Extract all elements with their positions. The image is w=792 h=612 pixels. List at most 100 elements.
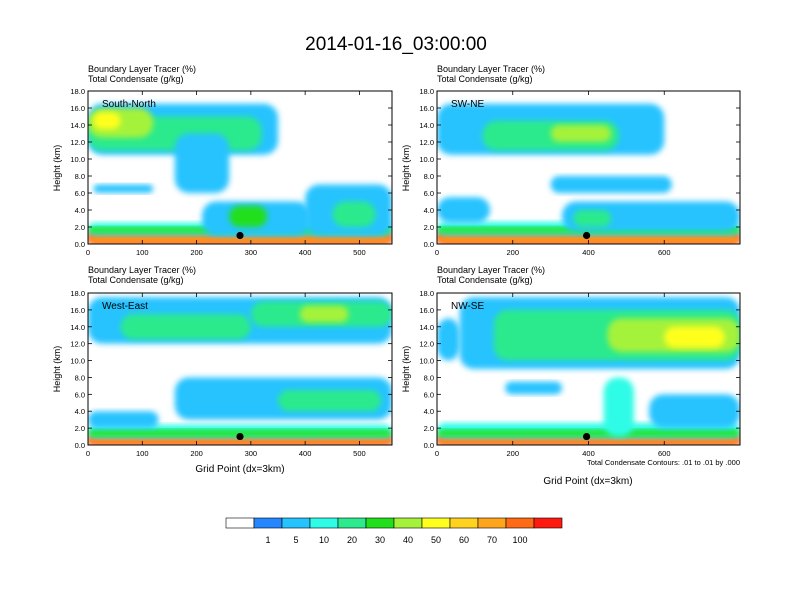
y-tick-label: 0.0 bbox=[75, 441, 85, 450]
tracer-region bbox=[505, 381, 562, 395]
tracer-region bbox=[299, 305, 349, 323]
panel-label: NW-SE bbox=[451, 301, 484, 312]
colorbar-swatch bbox=[505, 517, 535, 529]
y-tick-label: 4.0 bbox=[75, 206, 85, 215]
colorbar-label: 50 bbox=[431, 535, 441, 545]
y-tick-label: 8.0 bbox=[75, 373, 85, 382]
panel-label: SW-NE bbox=[451, 99, 484, 110]
colorbar-label: 70 bbox=[487, 535, 497, 545]
figure-title: 2014-01-16_03:00:00 bbox=[305, 34, 487, 55]
tracer-region bbox=[229, 205, 268, 227]
panel-label: West-East bbox=[102, 301, 148, 312]
tracer-region bbox=[437, 429, 740, 437]
y-tick-label: 12.0 bbox=[70, 138, 85, 147]
tracer-region bbox=[573, 210, 612, 227]
y-tick-label: 6.0 bbox=[75, 390, 85, 399]
y-tick-label: 2.0 bbox=[75, 424, 85, 433]
x-tick-label: 300 bbox=[245, 248, 258, 257]
y-tick-label: 10.0 bbox=[419, 357, 434, 366]
panel-header-line1: Boundary Layer Tracer (%) bbox=[437, 265, 545, 275]
x-tick-label: 200 bbox=[190, 248, 203, 257]
plot-area: NW-SE 0.0 2.0 4.0 6.0 8.0 10.0 12.0 14.0 16.0 18.0… bbox=[419, 289, 741, 458]
y-tick-label: 12.0 bbox=[419, 340, 434, 349]
y-tick-label: 4.0 bbox=[424, 206, 434, 215]
y-tick-label: 4.0 bbox=[424, 407, 434, 416]
tracer-region bbox=[120, 314, 251, 340]
x-tick-label: 400 bbox=[582, 248, 595, 257]
y-tick-label: 18.0 bbox=[419, 289, 434, 298]
y-tick-label: 10.0 bbox=[70, 155, 85, 164]
tracer-region bbox=[437, 318, 460, 361]
x-tick-label: 400 bbox=[299, 449, 312, 458]
panel-header-line1: Boundary Layer Tracer (%) bbox=[437, 64, 545, 74]
y-tick-label: 18.0 bbox=[419, 87, 434, 96]
y-tick-label: 0.0 bbox=[424, 441, 434, 450]
panel-west-east: Boundary Layer Tracer (%) Total Condensa… bbox=[52, 265, 393, 475]
plot-area: SW-NE 0.0 2.0 4.0 6.0 8.0 10.0 12.0 14.0 16.0 18.0… bbox=[419, 87, 741, 257]
plot-frame bbox=[87, 90, 393, 245]
panel-header-line2: Total Condensate (g/kg) bbox=[437, 275, 533, 285]
y-tick-label: 2.0 bbox=[75, 223, 85, 232]
tracer-region bbox=[88, 411, 159, 429]
location-marker bbox=[236, 231, 244, 240]
x-tick-label: 400 bbox=[299, 248, 312, 257]
tracer-field bbox=[88, 103, 392, 244]
y-axis-label: Height (km) bbox=[401, 346, 411, 393]
y-tick-label: 6.0 bbox=[424, 189, 434, 198]
colorbar-swatch bbox=[337, 517, 367, 529]
colorbar-swatch bbox=[477, 517, 507, 529]
y-tick-label: 0.0 bbox=[424, 240, 434, 249]
x-tick-label: 600 bbox=[658, 449, 671, 458]
colorbar-swatch bbox=[225, 517, 255, 529]
y-tick-label: 8.0 bbox=[75, 172, 85, 181]
panel-label: South-North bbox=[102, 99, 156, 110]
y-tick-label: 0.0 bbox=[75, 240, 85, 249]
x-tick-label: 200 bbox=[506, 449, 519, 458]
tracer-region bbox=[664, 326, 725, 348]
colorbar-label: 10 bbox=[319, 535, 329, 545]
location-marker bbox=[236, 432, 244, 441]
y-tick-label: 8.0 bbox=[424, 373, 434, 382]
panel-header-line2: Total Condensate (g/kg) bbox=[88, 275, 184, 285]
x-tick-label: 0 bbox=[86, 248, 90, 257]
y-tick-label: 10.0 bbox=[70, 357, 85, 366]
colorbar-label: 1 bbox=[265, 535, 270, 545]
colorbar-label: 5 bbox=[293, 535, 298, 545]
x-tick-label: 0 bbox=[435, 449, 439, 458]
contour-note: Total Condensate Contours: .01 to .01 by… bbox=[587, 458, 740, 467]
location-marker bbox=[583, 432, 591, 441]
y-tick-label: 16.0 bbox=[419, 306, 434, 315]
colorbar-label: 60 bbox=[459, 535, 469, 545]
tracer-region bbox=[550, 125, 612, 142]
x-tick-label: 0 bbox=[435, 248, 439, 257]
tracer-region bbox=[278, 390, 382, 412]
y-tick-label: 14.0 bbox=[419, 323, 434, 332]
y-tick-label: 8.0 bbox=[424, 172, 434, 181]
x-tick-label: 0 bbox=[86, 449, 90, 458]
colorbar-label: 20 bbox=[347, 535, 357, 545]
panel-header-line2: Total Condensate (g/kg) bbox=[88, 74, 184, 84]
y-tick-label: 12.0 bbox=[419, 138, 434, 147]
x-tick-label: 200 bbox=[190, 449, 203, 458]
y-tick-label: 4.0 bbox=[75, 407, 85, 416]
colorbar-swatch bbox=[309, 517, 339, 529]
x-tick-label: 500 bbox=[353, 449, 366, 458]
tracer-region bbox=[93, 112, 121, 130]
y-tick-label: 14.0 bbox=[70, 323, 85, 332]
y-axis-label: Height (km) bbox=[52, 145, 62, 192]
y-tick-label: 14.0 bbox=[70, 121, 85, 130]
x-tick-label: 600 bbox=[658, 248, 671, 257]
colorbar-swatch bbox=[365, 517, 395, 529]
colorbar-label: 100 bbox=[512, 535, 527, 545]
colorbar-swatch bbox=[449, 517, 479, 529]
y-tick-label: 18.0 bbox=[70, 289, 85, 298]
y-tick-label: 6.0 bbox=[424, 390, 434, 399]
x-tick-label: 200 bbox=[506, 248, 519, 257]
location-marker bbox=[583, 231, 591, 240]
x-tick-label: 400 bbox=[582, 449, 595, 458]
tracer-region bbox=[88, 438, 392, 445]
tracer-region bbox=[174, 133, 230, 193]
tracer-field bbox=[88, 297, 392, 445]
y-axis-label: Height (km) bbox=[401, 145, 411, 192]
